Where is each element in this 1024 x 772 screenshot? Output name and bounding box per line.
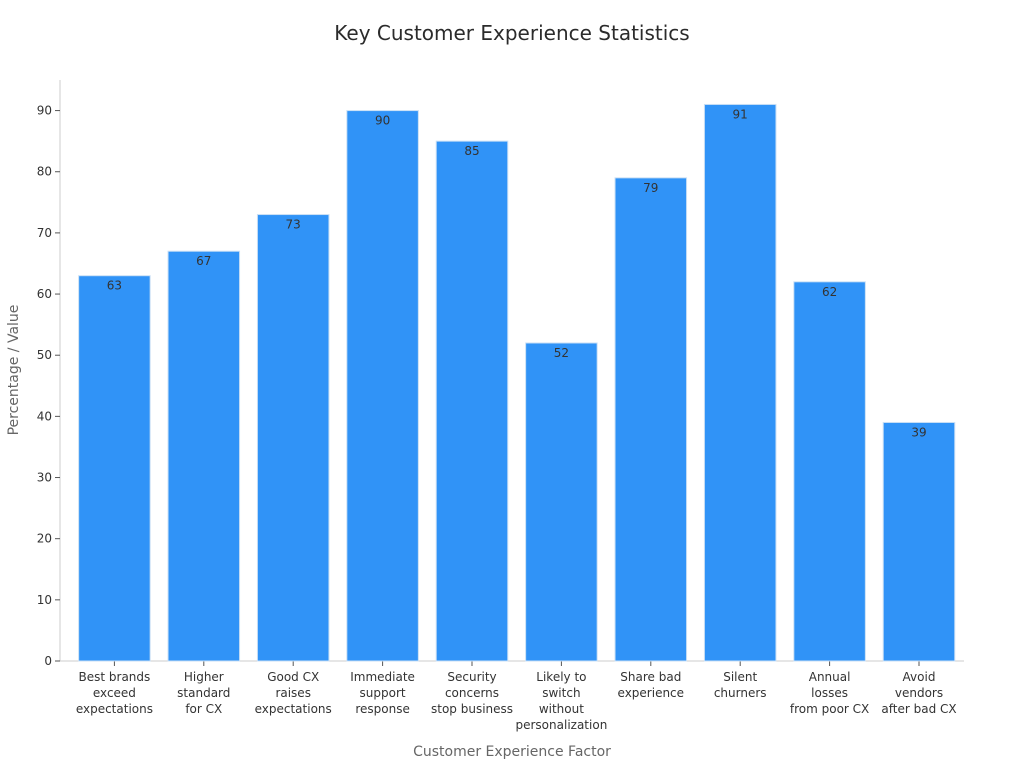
y-axis-label: Percentage / Value	[6, 305, 22, 436]
bar	[793, 281, 866, 662]
y-tick-label: 30	[37, 471, 52, 485]
bar-value-label: 63	[107, 279, 122, 293]
bar-value-label: 85	[464, 144, 479, 158]
y-tick-label: 80	[37, 165, 52, 179]
y-tick-label: 10	[37, 593, 52, 607]
x-tick-label: Best brands exceed expectations	[76, 670, 153, 716]
bar	[614, 177, 688, 662]
x-tick-label: Immediate support response	[350, 670, 415, 716]
bar-value-label: 67	[196, 254, 211, 268]
x-tick-label: Avoid vendors after bad CX	[881, 670, 956, 716]
y-tick-label: 40	[37, 409, 52, 423]
bar	[346, 110, 419, 662]
bar	[703, 103, 777, 662]
bar-value-label: 39	[911, 425, 926, 439]
bar-value-label: 62	[822, 285, 837, 299]
x-tick-label: Security concerns stop business	[431, 670, 513, 716]
bar-value-label: 73	[286, 218, 301, 232]
bar-value-labels: 63 67 73 90 85 52 79 91 62 39	[107, 107, 927, 439]
x-axis: Best brands exceed expectations Higher stand…	[60, 660, 964, 732]
bar	[435, 140, 509, 662]
y-tick-label: 70	[37, 226, 52, 240]
chart-title: Key Customer Experience Statistics	[334, 21, 689, 45]
bar	[256, 214, 330, 662]
y-tick-label: 20	[37, 532, 52, 546]
y-tick-label: 50	[37, 348, 52, 362]
bar-value-label: 52	[554, 346, 569, 360]
bar	[167, 250, 241, 662]
bar	[78, 275, 151, 662]
y-tick-label: 90	[37, 104, 52, 118]
x-tick-label: Annual losses from poor CX	[790, 670, 869, 716]
x-tick-label: Good CX raises expectations	[255, 670, 332, 716]
bar	[525, 342, 598, 662]
bar-value-label: 90	[375, 114, 390, 128]
y-tick-label: 60	[37, 287, 52, 301]
bar-value-label: 79	[643, 181, 658, 195]
x-axis-label: Customer Experience Factor	[413, 744, 611, 760]
y-axis: 0 10 20 30 40 50 60 70 80 90	[37, 80, 61, 668]
x-tick-label: Silent churners	[714, 670, 767, 700]
x-tick-label: Likely to switch without personalization	[516, 670, 608, 732]
x-tick-label: Higher standard for CX	[177, 670, 230, 716]
bar	[882, 421, 956, 662]
y-tick-label: 0	[44, 654, 52, 668]
bar-value-label: 91	[733, 107, 748, 121]
bars	[78, 103, 956, 662]
x-tick-label: Share bad experience	[618, 670, 685, 700]
